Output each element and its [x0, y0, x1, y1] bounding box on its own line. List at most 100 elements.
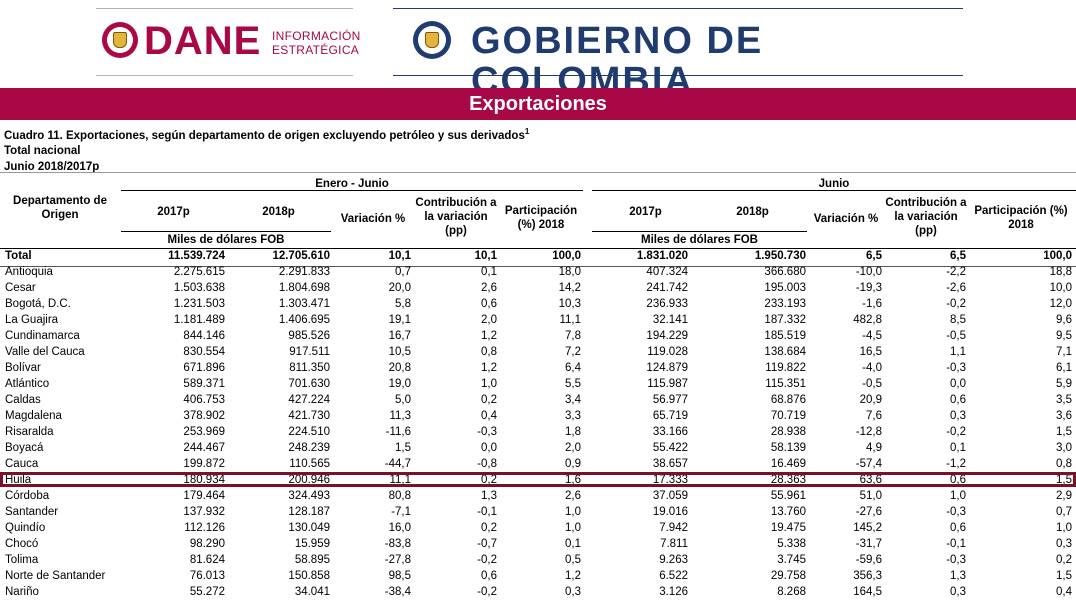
- value-cell: 76.013: [189, 570, 225, 582]
- table-row: Nariño 55.272 34.041 -38,4 -0,2 0,3 3.126 8.268…: [0, 584, 1076, 600]
- value-cell: 1,1: [950, 346, 966, 358]
- value-cell: 28.938: [770, 426, 806, 438]
- value-cell: 0,1: [481, 266, 497, 278]
- value-cell: 253.969: [183, 426, 225, 438]
- table-row: Cauca 199.872 110.565 -44,7 -0,8 0,9 38.657 16.…: [0, 456, 1076, 472]
- value-cell: 0,3: [950, 410, 966, 422]
- departamento-cell: Córdoba: [5, 490, 50, 502]
- table-row: Atlántico 589.371 701.630 19,0 1,0 5,5 115.987…: [0, 376, 1076, 392]
- value-cell: 0,9: [565, 458, 581, 470]
- value-cell: 0,0: [950, 378, 966, 390]
- value-cell: 11,1: [559, 314, 581, 326]
- value-cell: 138.684: [764, 346, 806, 358]
- value-cell: 421.730: [288, 410, 330, 422]
- value-cell: 11,1: [389, 474, 411, 486]
- value-cell: -19,3: [855, 282, 882, 294]
- value-cell: 51,0: [859, 490, 882, 502]
- value-cell: 0,0: [481, 442, 497, 454]
- value-cell: 7.811: [660, 538, 688, 550]
- value-cell: 482,8: [853, 314, 882, 326]
- value-cell: 811.350: [289, 362, 330, 374]
- col-departamento: Departamento de Origen: [13, 195, 107, 221]
- value-cell: 3,3: [565, 410, 581, 422]
- value-cell: -57,4: [855, 458, 882, 470]
- value-cell: 70.719: [770, 410, 806, 422]
- group-enero-junio: Enero - Junio: [315, 178, 389, 190]
- value-cell: 0,4: [1056, 586, 1072, 598]
- value-cell: 3.745: [777, 554, 806, 566]
- col-2017-jun: 2017p: [629, 206, 662, 218]
- table-row: Santander 137.932 128.187 -7,1 -0,1 1,0 19.016…: [0, 504, 1076, 520]
- value-cell: 16,5: [859, 346, 882, 358]
- value-cell: 55.272: [189, 586, 225, 598]
- value-cell: -12,8: [855, 426, 882, 438]
- value-cell: 0,6: [950, 474, 966, 486]
- value-cell: 63,6: [859, 474, 882, 486]
- value-cell: 180.934: [183, 474, 225, 486]
- table-row: Cesar 1.503.638 1.804.698 20,0 2,6 14,2 241.74…: [0, 280, 1076, 296]
- value-cell: 4,9: [866, 442, 882, 454]
- value-cell: 0,4: [481, 410, 497, 422]
- departamento-cell: Cauca: [5, 458, 39, 470]
- departamento-cell: Boyacá: [5, 442, 44, 454]
- value-cell: 1,2: [481, 330, 497, 342]
- departamento-cell: Cundinamarca: [5, 330, 80, 342]
- value-cell: -0,1: [946, 538, 966, 550]
- value-cell: 110.565: [289, 458, 330, 470]
- value-cell: 10,0: [1049, 282, 1072, 294]
- cuadro-title: Cuadro 11. Exportaciones, según departam…: [4, 127, 530, 142]
- value-cell: 0,7: [395, 266, 411, 278]
- dane-wordmark: DANE: [144, 19, 262, 63]
- value-cell: 18,0: [558, 266, 581, 278]
- value-cell: 1,2: [481, 362, 497, 374]
- value-cell: 29.758: [770, 570, 806, 582]
- table-row: Antioquia 2.275.615 2.291.833 0,7 0,1 18,0 407…: [0, 264, 1076, 280]
- value-cell: 0,8: [481, 346, 497, 358]
- value-cell: 1,5: [1056, 570, 1072, 582]
- value-cell: 14,2: [558, 282, 581, 294]
- value-cell: 236.933: [646, 298, 688, 310]
- value-cell: 68.876: [770, 394, 806, 406]
- table-row: Quindío 112.126 130.049 16,0 0,2 1,0 7.942 19.4…: [0, 520, 1076, 536]
- value-cell: 2,6: [565, 490, 581, 502]
- value-cell: 137.932: [183, 506, 225, 518]
- value-cell: 19.016: [652, 506, 688, 518]
- col-part-ej: Participación (%) 2018: [504, 205, 578, 231]
- value-cell: 80,8: [388, 490, 411, 502]
- value-cell: -38,4: [384, 586, 411, 598]
- value-cell: 12,0: [1049, 298, 1072, 310]
- table-row: Risaralda 253.969 224.510 -11,6 -0,3 1,8 33.16…: [0, 424, 1076, 440]
- value-cell: 830.554: [183, 346, 225, 358]
- col-var-ej: Variación %: [340, 213, 406, 225]
- value-cell: -27,6: [855, 506, 882, 518]
- value-cell: 119.822: [765, 362, 806, 374]
- value-cell: 0,2: [1056, 554, 1072, 566]
- value-cell: -4,5: [862, 330, 882, 342]
- value-cell: -10,0: [855, 266, 882, 278]
- gobierno-wordmark: GOBIERNO DE COLOMBIA: [471, 20, 764, 102]
- value-cell: -0,2: [477, 554, 497, 566]
- value-cell: 1.804.698: [278, 282, 330, 294]
- value-cell: 17.333: [652, 474, 688, 486]
- value-cell: 1,0: [565, 506, 581, 518]
- departamento-cell: Bogotá, D.C.: [5, 298, 71, 310]
- value-cell: 7.942: [659, 522, 688, 534]
- value-cell: 115.987: [647, 378, 688, 390]
- col-2017-ej: 2017p: [157, 206, 190, 218]
- value-cell: 2.291.833: [278, 266, 330, 278]
- value-cell: 15.959: [294, 538, 330, 550]
- value-cell: 324.493: [288, 490, 330, 502]
- value-cell: 20,0: [388, 282, 411, 294]
- value-cell: -0,3: [946, 506, 966, 518]
- value-cell: 11.539.724: [168, 250, 225, 262]
- value-cell: 0,6: [950, 522, 966, 534]
- departamento-cell: Huila: [5, 474, 32, 486]
- value-cell: 6,4: [565, 362, 581, 374]
- value-cell: 5,9: [1056, 378, 1072, 390]
- value-cell: 13.760: [770, 506, 806, 518]
- value-cell: 7,8: [565, 330, 581, 342]
- value-cell: 5,8: [395, 298, 411, 310]
- value-cell: 98.290: [189, 538, 225, 550]
- value-cell: 9.263: [659, 554, 688, 566]
- value-cell: 0,3: [565, 586, 581, 598]
